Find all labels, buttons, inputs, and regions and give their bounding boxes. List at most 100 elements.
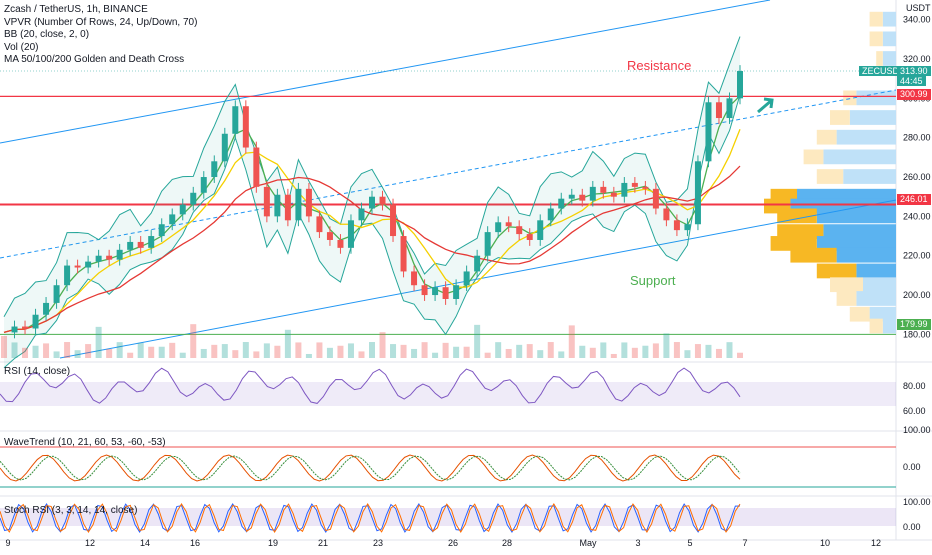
volume-bar	[242, 342, 249, 358]
vpvr-up-bar	[849, 110, 896, 125]
volume-bar	[253, 351, 260, 358]
volume-bar	[737, 352, 743, 358]
volume-bar	[495, 342, 502, 358]
volume-bar	[579, 345, 586, 358]
wavetrend-pane[interactable]	[0, 446, 896, 488]
price-tick-label: 180.00	[903, 329, 931, 339]
stoch-rsi-label[interactable]: Stoch RSI (3, 3, 14, 14, close)	[4, 505, 138, 516]
symbol-title[interactable]: Zcash / TetherUS, 1h, BINANCE	[4, 4, 148, 15]
volume-bar	[190, 324, 197, 358]
vpvr-down-bar	[869, 318, 883, 334]
support-level-badge: 179.99	[897, 319, 931, 330]
rsi-pane[interactable]	[0, 367, 896, 406]
candle-body	[390, 204, 397, 237]
countdown-badge: 44:45	[897, 76, 926, 86]
rsi-line	[0, 367, 741, 404]
vpvr-down-bar	[803, 149, 824, 165]
stoch-rsi-pane[interactable]	[0, 503, 896, 533]
volume-bar	[326, 347, 333, 358]
candle-body	[295, 188, 302, 221]
candle-body	[474, 255, 481, 272]
stoch-tick-0: 0.00	[903, 522, 921, 532]
time-tick-label: 28	[502, 538, 512, 548]
candle-body	[11, 326, 18, 333]
volume-bar	[32, 345, 39, 358]
price-tick-label: 220.00	[903, 251, 931, 261]
bollinger-upper	[3, 36, 741, 317]
candle-body	[284, 194, 291, 221]
candle-body	[505, 222, 512, 227]
time-tick-label: 26	[448, 538, 458, 548]
price-axis[interactable]: 340.00320.00300.00280.00260.00240.00220.…	[903, 15, 931, 340]
candle-body	[737, 71, 743, 99]
candle-body	[442, 287, 449, 299]
candle-body	[642, 186, 649, 189]
volume-bar	[621, 342, 628, 358]
candle-body	[358, 208, 365, 221]
vpvr-up-bar	[856, 263, 896, 279]
volume-bar	[390, 344, 397, 358]
volume-bar	[148, 346, 155, 358]
candle-body	[705, 102, 712, 162]
price-tick-label: 200.00	[903, 290, 931, 300]
candle-body	[673, 220, 680, 231]
volume-bar	[358, 351, 365, 358]
volume-bar	[705, 344, 712, 358]
candle-body	[200, 177, 207, 193]
volume-bar	[53, 351, 60, 358]
volume-bar	[284, 329, 291, 358]
wavetrend-label[interactable]: WaveTrend (10, 21, 60, 53, -60, -53)	[4, 437, 166, 448]
volume-bar	[453, 346, 460, 358]
candle-body	[495, 222, 502, 233]
volume-bar	[526, 344, 533, 358]
channel-mid-line	[0, 89, 897, 259]
bollinger-lower	[3, 94, 741, 369]
vpvr-up-bar	[856, 291, 896, 306]
volume-bar	[74, 350, 81, 358]
vpvr-up-bar	[882, 31, 896, 47]
volume-bar	[537, 350, 544, 358]
candle-body	[95, 255, 102, 262]
mid-level-badge: 246.01	[897, 194, 931, 205]
candle-body	[22, 326, 29, 329]
time-tick-label: 21	[318, 538, 328, 548]
main-price-pane[interactable]	[0, 0, 932, 541]
candle-body	[305, 188, 312, 217]
volume-bar	[694, 344, 701, 358]
volume-bar	[547, 342, 554, 358]
rsi-tick-60: 60.00	[903, 406, 926, 416]
vpvr-down-bar	[830, 110, 850, 125]
candle-body	[453, 285, 460, 299]
price-tick-label: 260.00	[903, 172, 931, 182]
time-axis[interactable]: 9 12 14 16 19 21 23 26 28 May 3 5 7 10 12	[5, 538, 881, 548]
vpvr-down-bar	[876, 51, 883, 66]
vpvr-up-bar	[816, 236, 896, 251]
candle-body	[127, 241, 134, 250]
time-tick-label: 5	[687, 538, 692, 548]
candle-body	[421, 285, 428, 296]
volume-bar	[589, 347, 596, 358]
volume-bar	[43, 343, 50, 358]
candle-body	[610, 192, 617, 197]
indicator-vpvr[interactable]: VPVR (Number Of Rows, 24, Up/Down, 70)	[4, 16, 198, 28]
rsi-label[interactable]: RSI (14, close)	[4, 366, 71, 377]
indicator-vol[interactable]: Vol (20)	[4, 41, 39, 53]
candle-body	[190, 192, 197, 205]
candle-body	[274, 194, 281, 217]
volume-bar	[474, 324, 481, 358]
time-tick-label: 12	[85, 538, 95, 548]
volume-bar	[516, 344, 523, 358]
indicator-ma[interactable]: MA 50/100/200 Golden and Death Cross	[4, 54, 185, 66]
candle-body	[547, 208, 554, 221]
volume-bar	[11, 342, 18, 358]
candle-body	[148, 236, 155, 248]
candle-body	[537, 220, 544, 240]
volume-bar	[1, 336, 7, 358]
volume-bar	[631, 347, 638, 358]
indicator-bb[interactable]: BB (20, close, 2, 0)	[4, 29, 90, 41]
volume-bar	[221, 344, 228, 358]
candle-body	[621, 182, 628, 197]
vpvr-down-bar	[777, 224, 824, 239]
